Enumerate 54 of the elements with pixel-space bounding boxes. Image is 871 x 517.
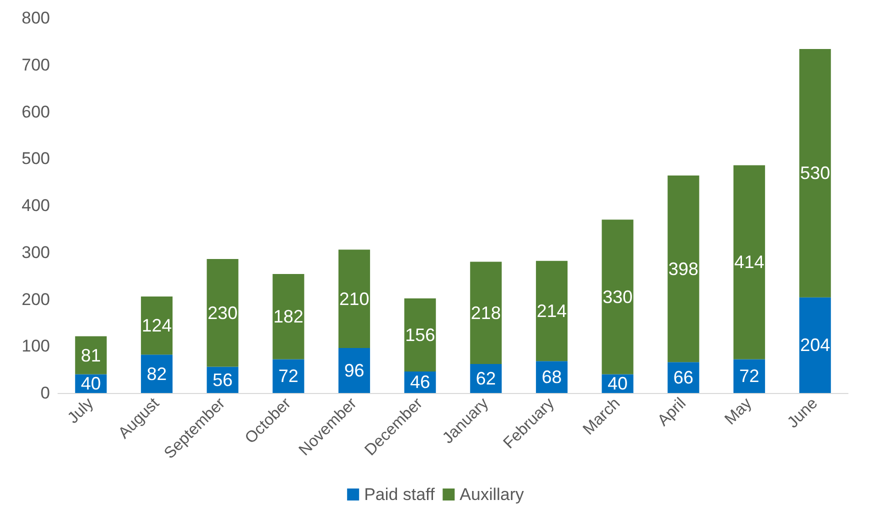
y-tick-label: 100 <box>22 336 50 356</box>
bar <box>206 258 238 367</box>
data-label: 62 <box>476 368 496 388</box>
bar <box>272 274 304 360</box>
data-label: 210 <box>339 288 370 309</box>
bar <box>272 359 304 393</box>
bar <box>75 336 107 374</box>
data-label: 414 <box>734 252 764 272</box>
bar <box>338 348 370 393</box>
data-label: 204 <box>800 335 830 356</box>
data-label: 124 <box>142 316 172 336</box>
data-label: 96 <box>344 360 364 380</box>
data-label: 66 <box>673 368 694 388</box>
bar <box>536 260 568 362</box>
bar <box>470 262 502 364</box>
bar <box>602 220 634 374</box>
data-label: 68 <box>542 367 562 388</box>
y-tick-label: 300 <box>22 242 50 262</box>
data-label: 40 <box>80 374 101 394</box>
bar <box>733 165 766 360</box>
legend-label: Auxillary <box>460 485 524 504</box>
bar <box>338 250 370 348</box>
data-label: 182 <box>273 306 304 327</box>
x-tick-label: May <box>722 394 756 428</box>
y-tick-label: 400 <box>22 196 50 215</box>
data-label: 398 <box>668 258 698 279</box>
bar <box>799 48 831 298</box>
bar <box>140 354 173 393</box>
data-label: 82 <box>146 364 167 384</box>
bar <box>140 296 173 355</box>
data-label: 72 <box>278 366 298 386</box>
y-tick-label: 800 <box>22 8 50 28</box>
y-tick-label: 500 <box>22 149 50 168</box>
data-label: 230 <box>208 302 238 323</box>
legend-label: Paid staff <box>364 485 435 504</box>
bar <box>668 176 700 362</box>
data-label: 46 <box>410 372 430 392</box>
bar <box>799 297 831 393</box>
data-label: 530 <box>800 163 830 184</box>
y-tick-label: 700 <box>22 55 50 74</box>
data-label: 72 <box>739 366 760 386</box>
y-tick-label: 600 <box>22 102 50 122</box>
data-label: 56 <box>212 370 233 390</box>
y-tick-label: 0 <box>40 384 50 402</box>
data-label: 81 <box>80 345 101 366</box>
data-label: 214 <box>536 300 567 321</box>
data-label: 40 <box>608 374 628 394</box>
data-label: 218 <box>470 302 501 323</box>
y-tick-label: 200 <box>22 290 50 309</box>
x-tick-label: July <box>64 394 97 428</box>
bar <box>404 298 436 372</box>
data-label: 156 <box>405 324 436 345</box>
data-label: 330 <box>602 286 633 307</box>
bar <box>733 359 766 393</box>
